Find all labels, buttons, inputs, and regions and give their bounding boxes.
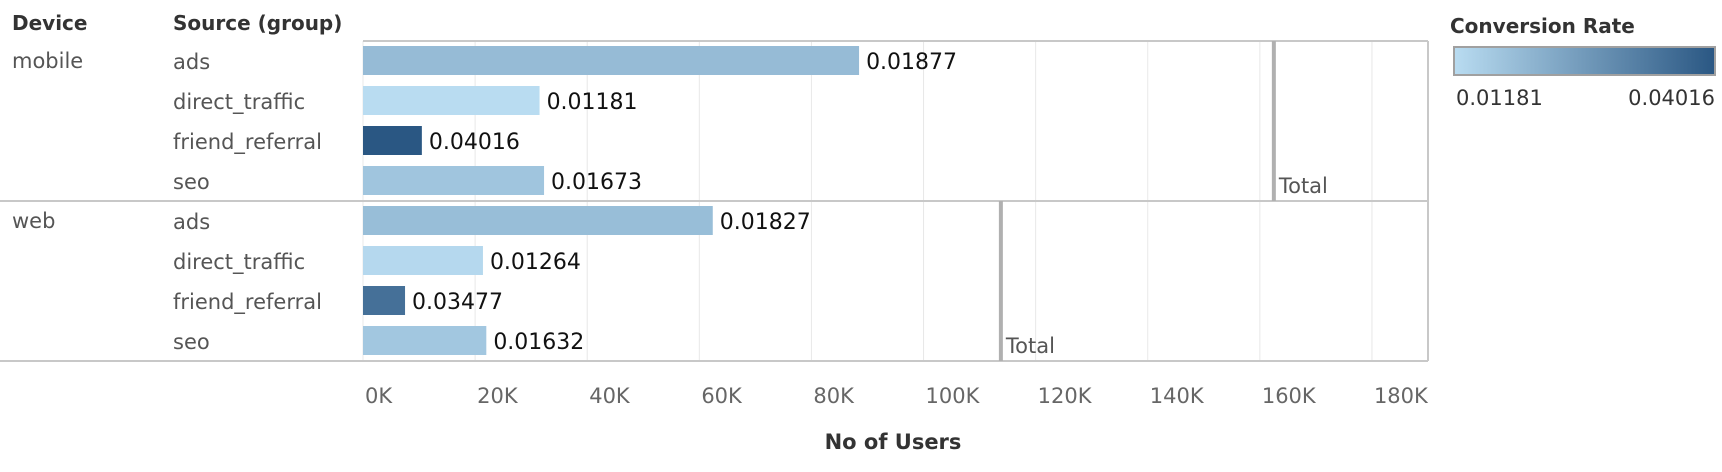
x-tick-label: 40K bbox=[589, 384, 631, 408]
x-tick-label: 180K bbox=[1374, 384, 1429, 408]
data-label: 0.01673 bbox=[551, 170, 642, 195]
bar bbox=[363, 206, 713, 235]
data-label: 0.01632 bbox=[493, 330, 584, 355]
source-label: ads bbox=[173, 210, 210, 234]
x-tick-label: 80K bbox=[813, 384, 855, 408]
device-label: mobile bbox=[12, 49, 83, 73]
total-label: Total bbox=[1278, 174, 1328, 198]
source-label: seo bbox=[173, 330, 210, 354]
x-tick-label: 0K bbox=[365, 384, 393, 408]
x-tick-label: 160K bbox=[1262, 384, 1317, 408]
labels: 0K 20K 40K 60K 80K 100K 120K 140K 160K 180K mobile… bbox=[12, 49, 1429, 408]
source-label: direct_traffic bbox=[173, 250, 305, 275]
x-tick-label: 20K bbox=[477, 384, 519, 408]
source-label: friend_referral bbox=[173, 290, 322, 315]
data-label: 0.01181 bbox=[547, 90, 638, 115]
device-header: Device bbox=[12, 11, 87, 35]
legend-min-label: 0.01181 bbox=[1456, 86, 1543, 110]
bar bbox=[363, 286, 406, 315]
x-tick-label: 140K bbox=[1150, 384, 1205, 408]
bars bbox=[363, 46, 860, 355]
bar bbox=[363, 166, 545, 195]
legend-gradient-bar bbox=[1453, 46, 1716, 76]
legend-title: Conversion Rate bbox=[1450, 14, 1635, 38]
x-tick-label: 60K bbox=[701, 384, 743, 408]
source-header: Source (group) bbox=[173, 11, 342, 35]
data-label: 0.01264 bbox=[490, 250, 581, 275]
color-legend: Conversion Rate 0.01181 0.04016 bbox=[1450, 14, 1716, 110]
legend-max-label: 0.04016 bbox=[1628, 86, 1715, 110]
bar bbox=[363, 246, 483, 275]
bar bbox=[363, 326, 487, 355]
x-axis-title: No of Users bbox=[825, 430, 962, 454]
source-label: ads bbox=[173, 50, 210, 74]
data-label: 0.01877 bbox=[866, 50, 957, 75]
source-label: friend_referral bbox=[173, 130, 322, 155]
total-label: Total bbox=[1005, 334, 1055, 358]
x-tick-label: 120K bbox=[1038, 384, 1093, 408]
source-label: direct_traffic bbox=[173, 90, 305, 115]
source-label: seo bbox=[173, 170, 210, 194]
bar bbox=[363, 46, 860, 75]
bar bbox=[363, 126, 422, 155]
device-label: web bbox=[12, 209, 55, 233]
data-label: 0.01827 bbox=[720, 210, 811, 235]
data-label: 0.04016 bbox=[429, 130, 520, 155]
bar bbox=[363, 86, 540, 115]
x-tick-label: 100K bbox=[926, 384, 981, 408]
data-label: 0.03477 bbox=[412, 290, 503, 315]
chart-frame bbox=[0, 40, 1429, 362]
